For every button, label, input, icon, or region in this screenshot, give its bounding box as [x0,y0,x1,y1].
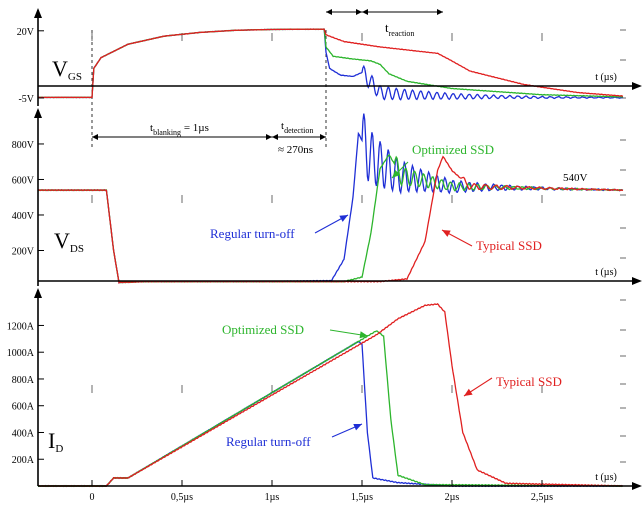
series-regular-1 [37,113,624,284]
series-optimized-1 [37,154,624,284]
x-tick-label-1: 0,5µs [171,492,193,503]
label-typical-vds: Typical SSD [476,238,542,253]
reaction-label-main: t [385,20,389,35]
x-tick-label-4: 2µs [445,492,460,503]
pointer-typical-id-head [464,388,473,396]
detection-label-main: t [281,120,284,132]
reaction-label-sub: reaction [389,29,415,38]
pointer-typical-vds-head [442,230,451,237]
y-tick-label-2-4: 400A [12,428,35,439]
axes-layer [34,8,642,490]
quantity-label-0: VGS [52,56,82,83]
y-tick-label-2-5: 200A [12,455,35,466]
quantity-label-2: ID [48,428,63,455]
pointer-optimized-vds-head [392,169,401,178]
series-typical-0 [37,28,624,99]
series-regular-0 [37,28,624,101]
quantity-label-1-sub: DS [70,243,84,255]
y-tick-label-1-0: 800V [12,140,35,151]
reaction-arrow-1-head-r [356,9,362,15]
y-tick-label-1-3: 200V [12,246,35,257]
pointer-regular-vds-head [339,215,348,222]
y-axis-arrow-2 [34,288,42,298]
y-tick-label-2-2: 800A [12,375,35,386]
reaction-arrow-1-head-l [326,9,332,15]
label-540v: 540V [563,172,588,184]
blanking-arrow-head-l [92,134,98,140]
detection-arrow-head-r [320,134,326,140]
x-tick-label-2: 1µs [265,492,280,503]
reaction-arrow-2-head-l [362,9,368,15]
y-tick-label-2-0: 1200A [7,321,35,332]
detection-approx: ≈ 270ns [278,144,313,156]
series-optimized-2 [37,330,623,488]
y-tick-label-2-3: 600A [12,402,35,413]
blanking-arrow-head-r [266,134,272,140]
x-tick-label-5: 2,5µs [531,492,553,503]
detection-arrow-head-l [272,134,278,140]
blanking-label: tblanking = 1µs [150,122,209,137]
x-tick-label-0: 0 [90,492,95,503]
quantity-label-2-sub: D [55,443,63,455]
reaction-label: treaction [385,20,414,38]
pointer-optimized-id-head [359,331,368,339]
blanking-label-main: t [150,122,153,134]
quantity-label-0-sub: GS [68,71,82,83]
x-axis-arrow-0 [632,82,642,90]
y-tick-label-2-1: 1000A [7,348,35,359]
y-tick-label-0-0: 20V [17,27,35,38]
x-tick-label-3: 1,5µs [351,492,373,503]
quantity-label-1: VDS [54,228,84,255]
series-regular-2 [37,341,623,488]
label-typical-id: Typical SSD [496,374,562,389]
label-regular-vds: Regular turn-off [210,226,295,241]
detection-label: tdetection [281,120,313,135]
label-optimized-vds: Optimized SSD [412,142,494,157]
blanking-label-rest: = 1µs [181,122,209,134]
y-tick-label-0-1: -5V [18,94,34,105]
label-optimized-id: Optimized SSD [222,322,304,337]
x-axis-arrow-2 [632,482,642,490]
detection-label-sub: detection [284,126,313,135]
pointer-regular-id-head [353,423,362,431]
y-tick-label-1-1: 600V [12,175,35,186]
quantity-label-1-main: V [54,228,70,253]
quantity-label-2-main: I [48,428,55,453]
blanking-label-sub: blanking [153,128,181,137]
label-regular-id: Regular turn-off [226,434,311,449]
y-tick-label-1-2: 400V [12,211,35,222]
series-typical-1 [37,155,624,284]
x-axis-label-2: t (µs) [595,472,617,483]
series-optimized-0 [37,28,624,99]
x-axis-label-0: t (µs) [595,72,617,83]
reaction-arrow-2-head-r [437,9,443,15]
quantity-label-0-main: V [52,56,68,81]
x-axis-label-1: t (µs) [595,267,617,278]
series-layer [37,28,624,488]
x-axis-arrow-1 [632,277,642,285]
series-typical-2 [37,302,623,488]
y-axis-arrow-1 [34,108,42,118]
y-axis-arrow-0 [34,8,42,18]
